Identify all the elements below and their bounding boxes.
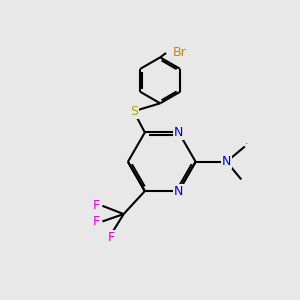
Text: F: F — [93, 199, 100, 212]
Text: me: me — [246, 143, 248, 144]
Text: F: F — [93, 215, 100, 228]
Text: N: N — [222, 155, 231, 168]
Text: N: N — [174, 184, 183, 198]
Text: F: F — [108, 231, 115, 244]
Text: Br: Br — [173, 46, 187, 59]
Text: S: S — [130, 105, 138, 118]
Text: N: N — [174, 126, 183, 139]
